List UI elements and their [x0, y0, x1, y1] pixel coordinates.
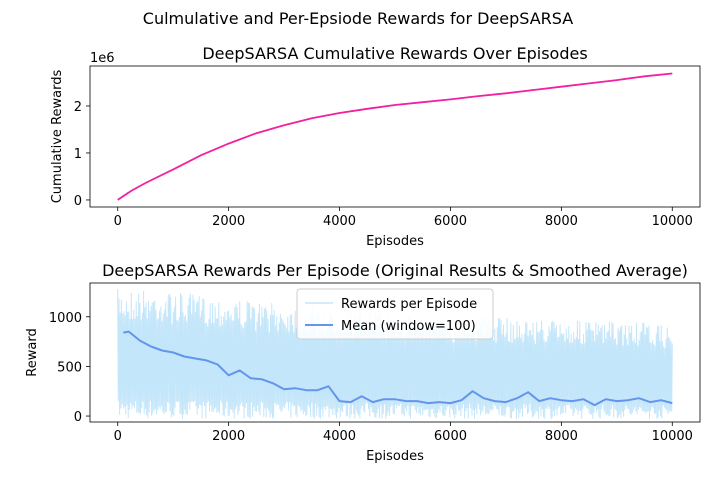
per-episode-plot-frame [89, 282, 701, 423]
cumulative-plot-frame [89, 65, 701, 208]
per-episode-xtick-label: 8000 [545, 429, 578, 444]
figure-suptitle: Culmulative and Per-Epsiode Rewards for … [143, 9, 573, 28]
cumulative-xlabel: Episodes [366, 234, 424, 249]
legend-box [296, 288, 494, 340]
per-episode-ytick-label: 0 [74, 410, 82, 425]
cumulative-ylabel: Cumulative Rewards [50, 70, 65, 204]
legend-label-mean-window-100: Mean (window=100) [341, 319, 476, 334]
cumulative-rewards-line [117, 72, 673, 201]
per-episode-rewards-chart: DeepSARSA Rewards Per Episode (Original … [25, 261, 701, 464]
legend-label-rewards-per-episode: Rewards per Episode [341, 297, 477, 312]
cumulative-xtick-label: 0 [114, 214, 122, 229]
per-episode-ytick-label: 500 [57, 360, 82, 375]
cumulative-offset-label: 1e6 [90, 51, 115, 66]
mean-window-100-line [123, 330, 673, 407]
per-episode-legend: Rewards per Episode Mean (window=100) [296, 288, 494, 340]
per-episode-xtick-label: 4000 [323, 429, 356, 444]
per-episode-xtick-label: 6000 [434, 429, 467, 444]
cumulative-xtick-label: 8000 [545, 214, 578, 229]
per-episode-ylabel: Reward [25, 328, 40, 376]
cumulative-ytick-label: 1 [74, 147, 82, 162]
per-episode-xtick-label: 10000 [652, 429, 693, 444]
per-episode-title: DeepSARSA Rewards Per Episode (Original … [102, 261, 688, 280]
cumulative-xtick-label: 10000 [652, 214, 693, 229]
cumulative-rewards-chart: DeepSARSA Cumulative Rewards Over Episod… [50, 44, 701, 249]
cumulative-xtick-label: 4000 [323, 214, 356, 229]
per-episode-xlabel: Episodes [366, 449, 424, 464]
per-episode-xtick-label: 2000 [212, 429, 245, 444]
cumulative-title: DeepSARSA Cumulative Rewards Over Episod… [202, 44, 587, 63]
per-episode-xtick-label: 0 [114, 429, 122, 444]
cumulative-xtick-label: 2000 [212, 214, 245, 229]
cumulative-ytick-label: 2 [74, 100, 82, 115]
cumulative-xtick-label: 6000 [434, 214, 467, 229]
per-episode-ytick-label: 1000 [49, 311, 82, 326]
cumulative-ytick-label: 0 [74, 194, 82, 209]
